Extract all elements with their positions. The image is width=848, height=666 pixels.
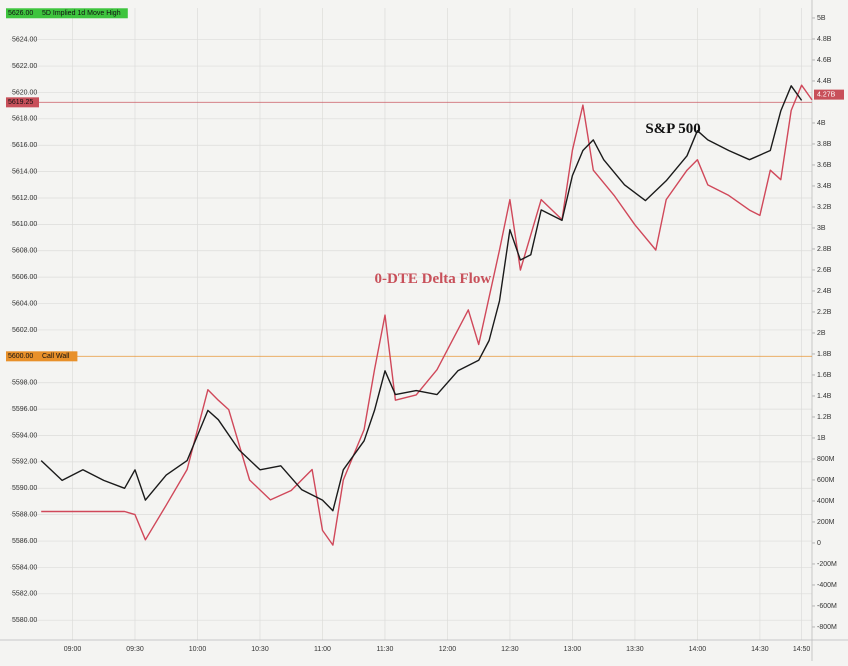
- annotation: 0-DTE Delta Flow: [375, 271, 492, 287]
- y2-marker-label: 4.27B: [817, 91, 836, 98]
- y-tick-label: 5618.00: [12, 116, 37, 123]
- y-tick-label: 5596.00: [12, 406, 37, 413]
- y-tick-label: 5616.00: [12, 142, 37, 149]
- y-tick-label: 5580.00: [12, 617, 37, 624]
- reference-label: 5626.00: [8, 10, 33, 17]
- x-tick-label: 14:00: [689, 646, 707, 653]
- x-tick-label: 10:30: [251, 646, 269, 653]
- reference-text-box: [39, 351, 78, 362]
- reference-label-box: [6, 351, 39, 362]
- x-tick-label: 10:00: [189, 646, 207, 653]
- y2-tick-label: 3.8B: [817, 141, 832, 148]
- y2-tick-label: 4.6B: [817, 57, 832, 64]
- y2-tick-label: 2B: [817, 330, 826, 337]
- reference-label: 5619.25: [8, 99, 33, 106]
- x-tick-label: 09:30: [126, 646, 144, 653]
- x-tick-label: 14:50: [793, 646, 811, 653]
- reference-text: 5D Implied 1d Move High: [42, 10, 121, 17]
- x-tick-label: 12:30: [501, 646, 519, 653]
- y2-tick-label: 2.8B: [817, 246, 832, 253]
- y2-tick-label: 200M: [817, 519, 835, 526]
- y2-tick-label: 4B: [817, 120, 826, 127]
- y-tick-label: 5602.00: [12, 327, 37, 334]
- y-tick-label: 5624.00: [12, 37, 37, 44]
- y-tick-label: 5612.00: [12, 195, 37, 202]
- y2-tick-label: 2.4B: [817, 288, 832, 295]
- series-line: [40, 85, 803, 512]
- y2-tick-label: 3B: [817, 225, 826, 232]
- y2-tick-label: 0: [817, 540, 821, 547]
- y2-tick-label: -600M: [817, 603, 837, 610]
- y-tick-label: 5606.00: [12, 274, 37, 281]
- annotation: S&P 500: [645, 121, 700, 137]
- y2-marker-box: [814, 89, 844, 100]
- y2-tick-label: 1.8B: [817, 351, 832, 358]
- y2-tick-label: 4.4B: [817, 78, 832, 85]
- y2-tick-label: 2.6B: [817, 267, 832, 274]
- reference-label-box: [6, 97, 39, 108]
- y2-tick-label: 3.6B: [817, 162, 832, 169]
- y2-tick-label: 2.2B: [817, 309, 832, 316]
- y2-tick-label: 400M: [817, 498, 835, 505]
- y2-tick-label: 1.2B: [817, 414, 832, 421]
- y2-tick-label: 5B: [817, 15, 826, 22]
- y-tick-label: 5590.00: [12, 485, 37, 492]
- y-tick-label: 5614.00: [12, 168, 37, 175]
- x-tick-label: 11:00: [314, 646, 331, 653]
- y2-tick-label: 4.8B: [817, 36, 832, 43]
- x-tick-label: 13:00: [564, 646, 582, 653]
- series-line: [41, 84, 813, 546]
- y-tick-label: 5620.00: [12, 89, 37, 96]
- y-tick-label: 5604.00: [12, 300, 37, 307]
- y-tick-label: 5598.00: [12, 380, 37, 387]
- x-tick-label: 13:30: [626, 646, 644, 653]
- y2-tick-label: 600M: [817, 477, 835, 484]
- y2-tick-label: -400M: [817, 582, 837, 589]
- y-tick-label: 5584.00: [12, 564, 37, 571]
- y2-tick-label: 800M: [817, 456, 835, 463]
- y2-tick-label: 1B: [817, 435, 826, 442]
- y-tick-label: 5586.00: [12, 538, 37, 545]
- y-tick-label: 5594.00: [12, 432, 37, 439]
- y2-tick-label: 3.2B: [817, 204, 832, 211]
- x-tick-label: 14:30: [751, 646, 769, 653]
- reference-label: 5600.00: [8, 353, 33, 360]
- y2-tick-label: 1.4B: [817, 393, 832, 400]
- y2-tick-label: 1.6B: [817, 372, 832, 379]
- y-tick-label: 5582.00: [12, 591, 37, 598]
- x-tick-label: 09:00: [64, 646, 82, 653]
- reference-label-box: [6, 8, 39, 19]
- x-tick-label: 12:00: [439, 646, 457, 653]
- y2-tick-label: -200M: [817, 561, 837, 568]
- y-tick-label: 5622.00: [12, 63, 37, 70]
- reference-text-box: [39, 8, 128, 19]
- y-tick-label: 5588.00: [12, 511, 37, 518]
- y2-tick-label: 3.4B: [817, 183, 832, 190]
- y-tick-label: 5608.00: [12, 248, 37, 255]
- y-tick-label: 5610.00: [12, 221, 37, 228]
- y-tick-label: 5592.00: [12, 459, 37, 466]
- y2-tick-label: -800M: [817, 624, 837, 631]
- reference-text: Call Wall: [42, 353, 70, 360]
- x-tick-label: 11:30: [376, 646, 393, 653]
